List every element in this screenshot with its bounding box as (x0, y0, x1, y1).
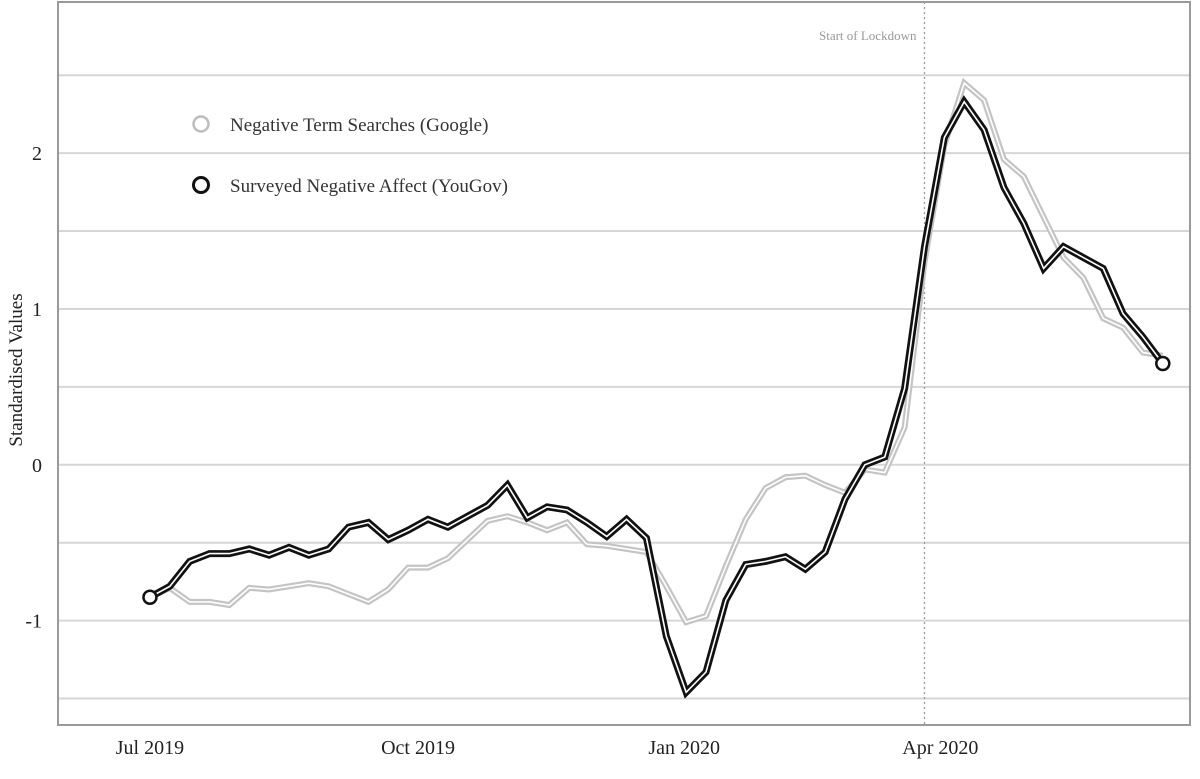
series-line-outer (150, 83, 1163, 622)
legend-item-google: Negative Term Searches (Google) (194, 115, 489, 136)
y-tick-label: 2 (32, 143, 42, 165)
legend-label-google: Negative Term Searches (Google) (230, 115, 488, 136)
y-axis-label: Standardised Values (6, 293, 27, 446)
x-tick-label: Jul 2019 (116, 737, 184, 759)
legend-marker-yougov (194, 178, 209, 193)
legend-marker-google (194, 117, 209, 132)
x-axis-ticks: Jul 2019 Oct 2019 Jan 2020 Apr 2020 (116, 737, 979, 759)
y-tick-label: -1 (25, 611, 42, 633)
x-tick-label: Oct 2019 (381, 737, 455, 759)
x-tick-label: Jan 2020 (648, 737, 720, 759)
series-0 (150, 83, 1163, 622)
plot-frame (58, 2, 1190, 725)
endpoint-marker (1156, 357, 1169, 370)
x-tick-label: Apr 2020 (902, 737, 978, 759)
lockdown-label: Start of Lockdown (819, 28, 917, 43)
y-tick-label: 0 (32, 455, 42, 477)
endpoint-marker (143, 591, 156, 604)
y-axis-ticks: 2 1 0 -1 (25, 143, 42, 632)
legend-item-yougov: Surveyed Negative Affect (YouGov) (194, 176, 508, 197)
legend: Negative Term Searches (Google) Surveyed… (194, 115, 508, 197)
y-tick-label: 1 (32, 299, 42, 321)
legend-label-yougov: Surveyed Negative Affect (YouGov) (230, 176, 508, 197)
